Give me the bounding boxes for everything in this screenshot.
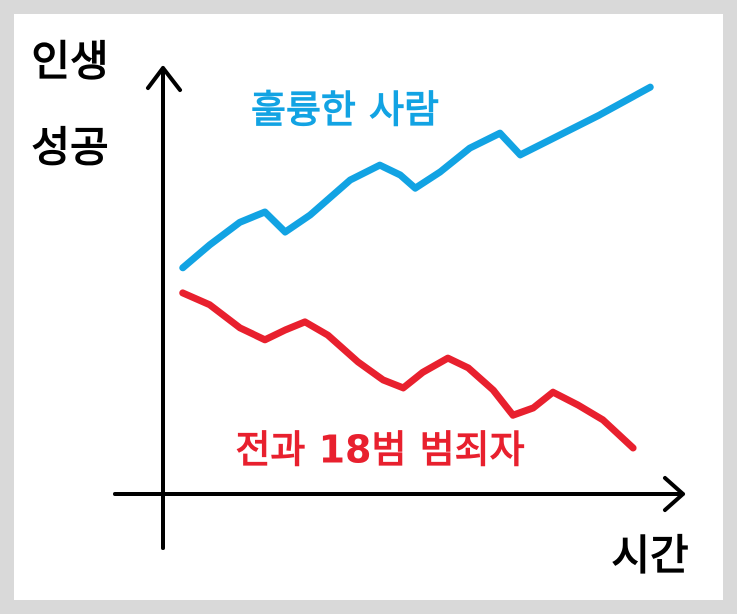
series-label: 전과 18범 범죄자 — [235, 428, 524, 472]
series-line — [179, 289, 637, 452]
x-axis — [113, 476, 685, 512]
y-axis-label: 성공 — [31, 123, 108, 172]
axes — [113, 66, 685, 550]
y-axis-label: 인생 — [31, 37, 108, 86]
series-label: 훌륭한 사람 — [251, 88, 439, 132]
series-line — [179, 83, 654, 272]
y-axis — [146, 66, 182, 550]
x-axis-label: 시간 — [611, 531, 688, 580]
